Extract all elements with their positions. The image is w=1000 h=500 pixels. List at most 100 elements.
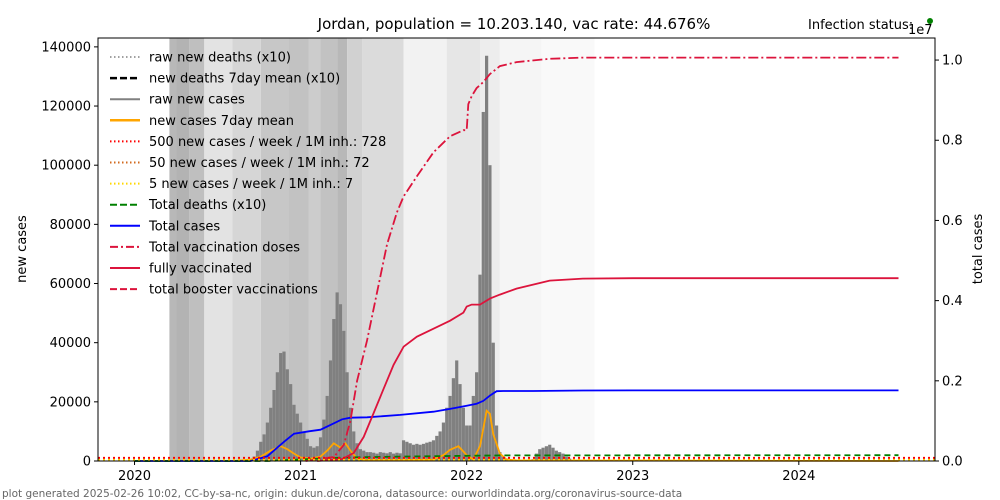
bar-raw-new-cases bbox=[548, 444, 552, 461]
bar-raw-new-cases bbox=[315, 446, 319, 461]
bar-raw-new-cases bbox=[332, 319, 336, 461]
x-tick-label: 2024 bbox=[782, 469, 815, 484]
bar-raw-new-cases bbox=[355, 443, 359, 461]
bar-raw-new-cases bbox=[272, 390, 276, 461]
bar-raw-new-cases bbox=[431, 440, 436, 461]
bar-raw-new-cases bbox=[425, 442, 429, 461]
bar-raw-new-cases bbox=[491, 342, 495, 461]
bar-raw-new-cases bbox=[475, 372, 479, 461]
bar-raw-new-cases bbox=[312, 447, 316, 461]
legend-label: fully vaccinated bbox=[149, 262, 252, 277]
background-band bbox=[308, 38, 321, 461]
bar-raw-new-cases bbox=[438, 431, 442, 461]
y-axis-label: new cases bbox=[15, 215, 30, 283]
bar-raw-new-cases bbox=[481, 111, 485, 461]
bar-raw-new-cases bbox=[471, 395, 475, 461]
footer-credits: plot generated 2025-02-26 10:02, CC-by-s… bbox=[2, 488, 682, 500]
bar-raw-new-cases bbox=[328, 360, 333, 461]
bar-raw-new-cases bbox=[289, 384, 293, 461]
left-axis-ticks: 0 20000 40000 60000 80000 100000 120000 140000 bbox=[41, 40, 98, 470]
y2-tick-label: 0.6 bbox=[942, 214, 963, 229]
line-total-vaccination-doses bbox=[305, 56, 899, 462]
background-band bbox=[403, 38, 447, 461]
bar-raw-new-cases bbox=[255, 450, 260, 461]
bar-raw-new-cases bbox=[305, 438, 309, 461]
legend-label: new cases 7day mean bbox=[149, 114, 294, 129]
y2-tick-label: 0.2 bbox=[942, 374, 963, 389]
y-tick-label: 120000 bbox=[41, 100, 91, 115]
bar-raw-new-cases bbox=[401, 440, 406, 461]
bar-raw-new-cases bbox=[299, 422, 303, 461]
bar-raw-new-cases bbox=[455, 360, 459, 461]
y-tick-label: 40000 bbox=[50, 336, 91, 351]
bar-raw-new-cases bbox=[282, 351, 286, 461]
bar-raw-new-cases bbox=[544, 446, 548, 461]
bar-raw-new-cases bbox=[275, 372, 279, 461]
background-band bbox=[204, 38, 233, 461]
bar-raw-new-cases bbox=[352, 431, 356, 461]
bar-raw-new-cases bbox=[362, 450, 366, 461]
legend-label: Total deaths (x10) bbox=[148, 198, 266, 213]
bar-raw-new-cases bbox=[411, 444, 416, 461]
bar-raw-new-cases bbox=[322, 419, 326, 461]
background-band bbox=[288, 38, 309, 461]
bar-raw-new-cases bbox=[269, 407, 273, 461]
bar-raw-new-cases bbox=[485, 55, 489, 461]
bar-raw-new-cases bbox=[541, 447, 545, 461]
legend-label: total booster vaccinations bbox=[149, 283, 318, 298]
x-tick-label: 2022 bbox=[450, 469, 483, 484]
bar-raw-new-cases bbox=[461, 407, 465, 461]
background-band bbox=[176, 38, 190, 461]
background-band bbox=[541, 38, 595, 461]
bar-raw-new-cases bbox=[448, 395, 452, 461]
bar-raw-new-cases bbox=[468, 425, 472, 461]
bar-raw-new-cases bbox=[534, 453, 539, 461]
chart-title: Jordan, population = 10.203.140, vac rat… bbox=[317, 15, 711, 33]
plot-frame bbox=[97, 37, 936, 462]
right-axis-multiplier: 1e7 bbox=[908, 23, 933, 38]
x-tick-label: 2023 bbox=[616, 469, 649, 484]
legend-label: Total vaccination doses bbox=[148, 240, 300, 255]
bar-raw-new-cases bbox=[415, 443, 419, 461]
legend-label: Total cases bbox=[148, 219, 220, 234]
bar-raw-new-cases bbox=[435, 435, 439, 461]
right-axis-ticks: 0.0 0.2 0.4 0.6 0.8 1.0 bbox=[935, 54, 963, 470]
legend-label: raw new deaths (x10) bbox=[149, 51, 291, 66]
line-fully-vaccinated bbox=[317, 277, 899, 462]
bar-raw-new-cases bbox=[451, 378, 455, 461]
bar-raw-new-cases bbox=[285, 369, 289, 461]
y2-tick-label: 1.0 bbox=[942, 54, 963, 69]
y2-tick-label: 0.0 bbox=[942, 455, 963, 470]
bar-raw-new-cases bbox=[408, 443, 412, 461]
bar-raw-new-cases bbox=[488, 165, 492, 461]
line-total-cases bbox=[134, 389, 899, 462]
bar-raw-new-cases bbox=[325, 395, 329, 461]
bar-raw-new-cases bbox=[478, 274, 482, 461]
y2-axis-label: total cases bbox=[971, 214, 986, 285]
y-tick-label: 0 bbox=[83, 455, 91, 470]
bar-raw-new-cases bbox=[428, 441, 432, 461]
legend-label: raw new cases bbox=[149, 93, 245, 108]
bar-raw-new-cases bbox=[295, 413, 299, 461]
bar-raw-new-cases bbox=[421, 443, 426, 461]
bar-raw-new-cases bbox=[302, 431, 306, 461]
bar-raw-new-cases bbox=[358, 449, 362, 461]
bar-raw-new-cases bbox=[458, 384, 462, 461]
line-new-cases-7day-mean bbox=[234, 408, 899, 462]
background-band bbox=[362, 38, 404, 461]
y2-tick-label: 0.8 bbox=[942, 134, 963, 149]
infection-status-label: Infection status: bbox=[808, 18, 913, 33]
y-tick-label: 60000 bbox=[50, 277, 91, 292]
background-band bbox=[169, 38, 177, 461]
background-band bbox=[337, 38, 348, 461]
bar-raw-new-cases bbox=[564, 456, 568, 461]
x-tick-label: 2020 bbox=[118, 469, 151, 484]
y-tick-label: 80000 bbox=[50, 218, 91, 233]
x-tick-label: 2021 bbox=[284, 469, 317, 484]
bar-raw-new-cases bbox=[265, 422, 269, 461]
legend: raw new deaths (x10) new deaths 7day mean… bbox=[110, 51, 386, 298]
bar-raw-new-cases bbox=[405, 441, 409, 461]
background-band bbox=[499, 38, 542, 461]
bar-raw-new-cases bbox=[441, 422, 446, 461]
